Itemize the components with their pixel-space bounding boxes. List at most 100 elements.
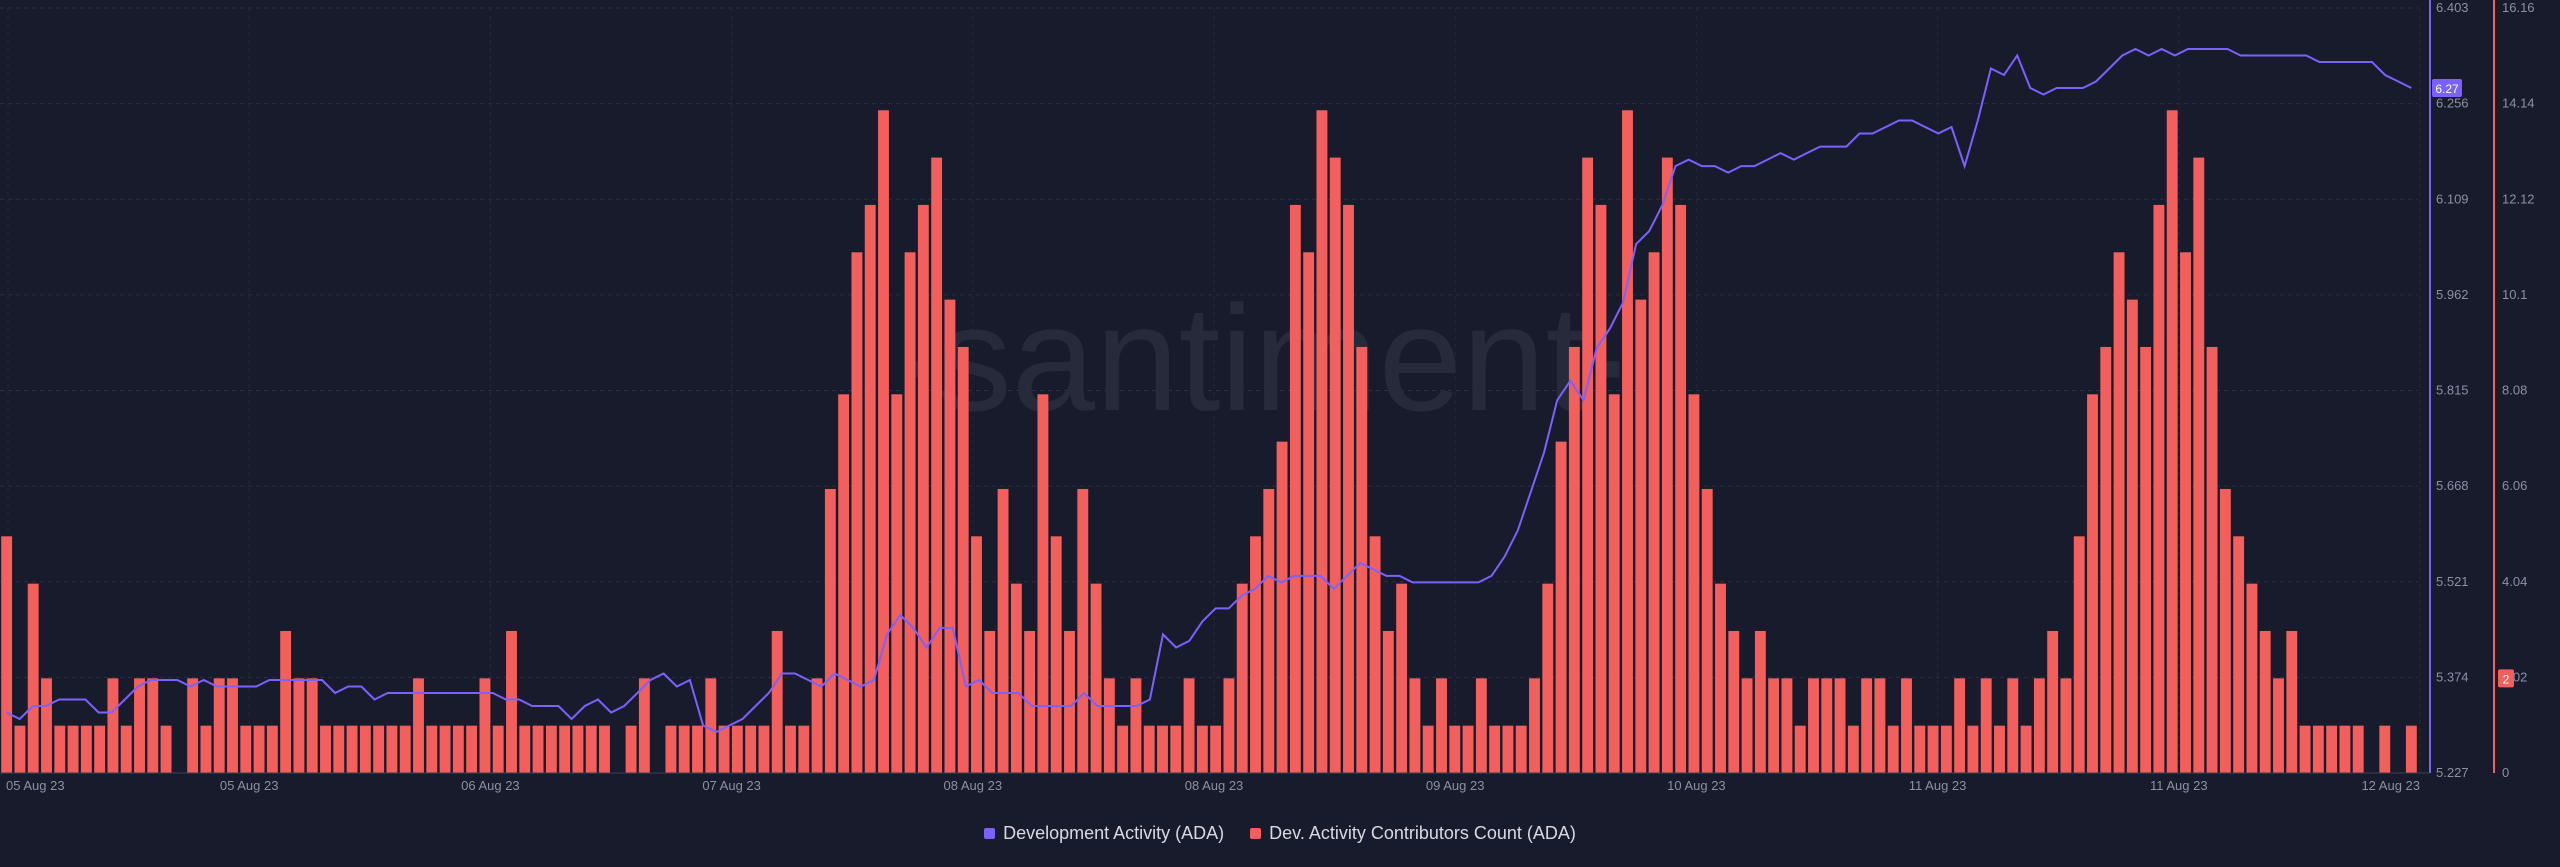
contributors-bar [320,725,331,773]
contributors-bar [2047,630,2059,773]
x-tick-label: 10 Aug 23 [1667,778,1726,793]
y-left-tick-label: 5.227 [2436,765,2469,780]
contributors-bar [1715,583,1726,773]
contributors-bar [1329,157,1341,774]
contributors-bar [2166,110,2178,774]
contributors-bar [2312,725,2324,773]
contributors-bar [240,725,252,773]
contributors-bar [1236,583,1248,773]
contributors-bar [1475,678,1487,773]
y-right-tick-label: 10.1 [2502,287,2527,302]
contributors-bar [1954,678,1966,773]
contributors-bar [1316,110,1328,774]
legend-swatch-purple [984,827,996,839]
contributors-bar [1077,488,1089,773]
contributors-bar [1661,157,1673,774]
contributors-bar [1768,678,1780,773]
contributors-bar [599,725,610,773]
legend-item-contributors[interactable]: Dev. Activity Contributors Count (ADA) [1250,823,1576,844]
contributors-bar [399,725,411,773]
legend-item-dev-activity[interactable]: Development Activity (ADA) [984,823,1224,844]
legend-swatch-red [1250,827,1262,839]
contributors-bar [2193,157,2205,774]
contributors-bar [1396,583,1408,773]
contributors-bar [2246,583,2258,773]
contributors-bar [2286,630,2298,773]
contributors-bar [1622,110,1633,774]
contributors-bar [878,110,889,774]
contributors-bar [1688,394,1700,773]
y-left-tick-label: 5.668 [2436,478,2469,493]
contributors-bar [160,725,172,773]
contributors-bar [692,725,703,773]
contributors-bar [1010,583,1022,773]
contributors-bar [67,725,79,773]
contributors-bar [1794,725,1806,773]
contributors-bar [2060,678,2072,773]
contributors-bar [1940,725,1952,773]
x-tick-label: 05 Aug 23 [6,778,65,793]
contributors-bar [1489,725,1501,773]
x-tick-label: 06 Aug 23 [461,778,520,793]
contributors-bar [2126,299,2138,773]
contributors-bars [1,110,2417,774]
contributors-bar [1369,536,1381,773]
contributors-bar [2219,488,2231,773]
contributors-bar [2379,725,2391,773]
contributors-bar [187,678,199,773]
contributors-bar [1648,252,1660,774]
left-last-value-text: 6.27 [2435,82,2459,96]
contributors-bar [1024,630,1036,773]
contributors-bar [1037,394,1049,773]
x-axis-ticks: 05 Aug 23 05 Aug 23 06 Aug 23 07 Aug 23 08 A… [6,778,2420,793]
contributors-bar [638,678,650,773]
contributors-bar [1064,630,1075,773]
contributors-bar [1157,725,1168,773]
contributors-bar [452,725,464,773]
contributors-bar [851,252,863,774]
contributors-bar [1728,630,1740,773]
contributors-bar [1103,678,1115,773]
contributors-bar [492,725,504,773]
contributors-bar [2405,725,2417,773]
contributors-bar [1994,725,2005,773]
contributors-bar [1608,394,1620,773]
contributors-bar [27,583,39,773]
contributors-bar [1515,725,1527,773]
contributors-bar [705,678,717,773]
contributors-bar [1276,441,1288,773]
y-right-tick-label: 4.04 [2502,574,2527,589]
contributors-bar [1582,157,1594,774]
contributors-bar [1887,725,1899,773]
contributors-bar [745,725,757,773]
y-left-tick-label: 5.962 [2436,287,2469,302]
contributors-bar [1808,678,1819,773]
contributors-bar [1635,299,1647,773]
contributors-bar [1595,204,1607,774]
contributors-bar [413,678,424,773]
contributors-bar [41,678,52,773]
contributors-bar [944,299,956,773]
contributors-bar [1,536,13,773]
contributors-bar [2100,346,2112,773]
y-right-tick-label: 6.06 [2502,478,2527,493]
contributors-bar [253,725,265,773]
contributors-bar [718,725,730,773]
contributors-bar [1462,725,1474,773]
y-left-tick-label: 5.815 [2436,383,2469,398]
contributors-bar [2180,252,2191,774]
contributors-bar [1050,536,1062,773]
y-right-tick-label: 8.08 [2502,383,2527,398]
contributors-bar [373,725,385,773]
contributors-bar [1117,725,1129,773]
contributors-bar [864,204,876,774]
left-last-value-badge [2432,79,2462,98]
contributors-bar [506,630,517,773]
contributors-bar [545,725,557,773]
contributors-bar [1555,441,1567,773]
contributors-bar [957,346,969,773]
contributors-bar [14,725,26,773]
legend: Development Activity (ADA) Dev. Activity… [0,818,2560,848]
